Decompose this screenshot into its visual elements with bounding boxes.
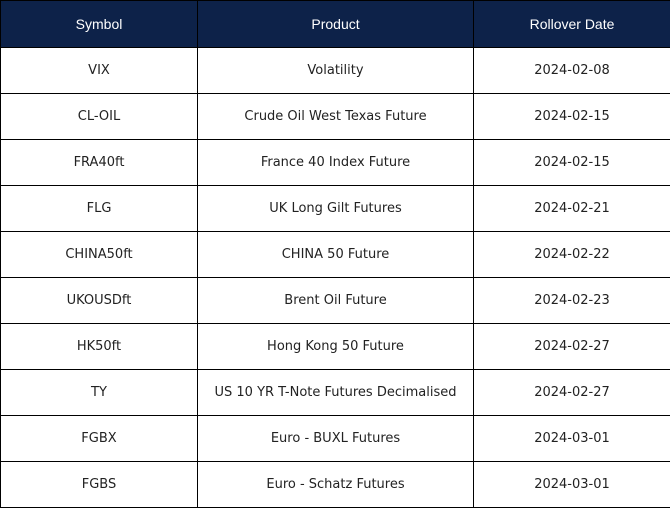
table-cell: HK50ft <box>0 323 198 370</box>
table-cell: 2024-02-22 <box>473 231 670 278</box>
table-row: CL-OIL Crude Oil West Texas Future 2024-02… <box>0 93 670 140</box>
table-cell: VIX <box>0 47 198 94</box>
table-row: FGBS Euro - Schatz Futures 2024-03-01 <box>0 461 670 508</box>
table-cell: 2024-02-21 <box>473 185 670 232</box>
table-cell: FGBS <box>0 461 198 508</box>
table-cell: Crude Oil West Texas Future <box>197 93 474 140</box>
table-row: VIX Volatility 2024-02-08 <box>0 47 670 94</box>
table-row: HK50ft Hong Kong 50 Future 2024-02-27 <box>0 323 670 370</box>
table-row: CHINA50ft CHINA 50 Future 2024-02-22 <box>0 231 670 278</box>
table-cell: FLG <box>0 185 198 232</box>
table-cell: Euro - Schatz Futures <box>197 461 474 508</box>
table-cell: TY <box>0 369 198 416</box>
table-cell: CHINA50ft <box>0 231 198 278</box>
table-header: Symbol Product Rollover Date <box>0 0 670 48</box>
table-cell: Hong Kong 50 Future <box>197 323 474 370</box>
table-cell: 2024-02-08 <box>473 47 670 94</box>
table-row: FGBX Euro - BUXL Futures 2024-03-01 <box>0 415 670 462</box>
table-cell: 2024-02-15 <box>473 139 670 186</box>
header-cell: Symbol <box>0 0 198 48</box>
table-cell: US 10 YR T-Note Futures Decimalised <box>197 369 474 416</box>
table-cell: 2024-03-01 <box>473 415 670 462</box>
table-row: UKOUSDft Brent Oil Future 2024-02-23 <box>0 277 670 324</box>
header-cell: Rollover Date <box>473 0 670 48</box>
table-cell: CHINA 50 Future <box>197 231 474 278</box>
table-cell: FGBX <box>0 415 198 462</box>
table-row: TY US 10 YR T-Note Futures Decimalised 202… <box>0 369 670 416</box>
table-row: FRA40ft France 40 Index Future 2024-02-15 <box>0 139 670 186</box>
table-cell: UK Long Gilt Futures <box>197 185 474 232</box>
table-cell: 2024-02-15 <box>473 93 670 140</box>
table-cell: 2024-02-27 <box>473 323 670 370</box>
table-cell: France 40 Index Future <box>197 139 474 186</box>
table-cell: 2024-02-23 <box>473 277 670 324</box>
table-cell: Volatility <box>197 47 474 94</box>
table-cell: Brent Oil Future <box>197 277 474 324</box>
table-cell: CL-OIL <box>0 93 198 140</box>
table-cell: 2024-02-27 <box>473 369 670 416</box>
table-row: FLG UK Long Gilt Futures 2024-02-21 <box>0 185 670 232</box>
table-cell: Euro - BUXL Futures <box>197 415 474 462</box>
table-cell: 2024-03-01 <box>473 461 670 508</box>
header-cell: Product <box>197 0 474 48</box>
table-body: VIX Volatility 2024-02-08 CL-OIL Crude Oil W… <box>0 47 670 508</box>
table-cell: UKOUSDft <box>0 277 198 324</box>
table-cell: FRA40ft <box>0 139 198 186</box>
header-row: Symbol Product Rollover Date <box>0 0 670 48</box>
